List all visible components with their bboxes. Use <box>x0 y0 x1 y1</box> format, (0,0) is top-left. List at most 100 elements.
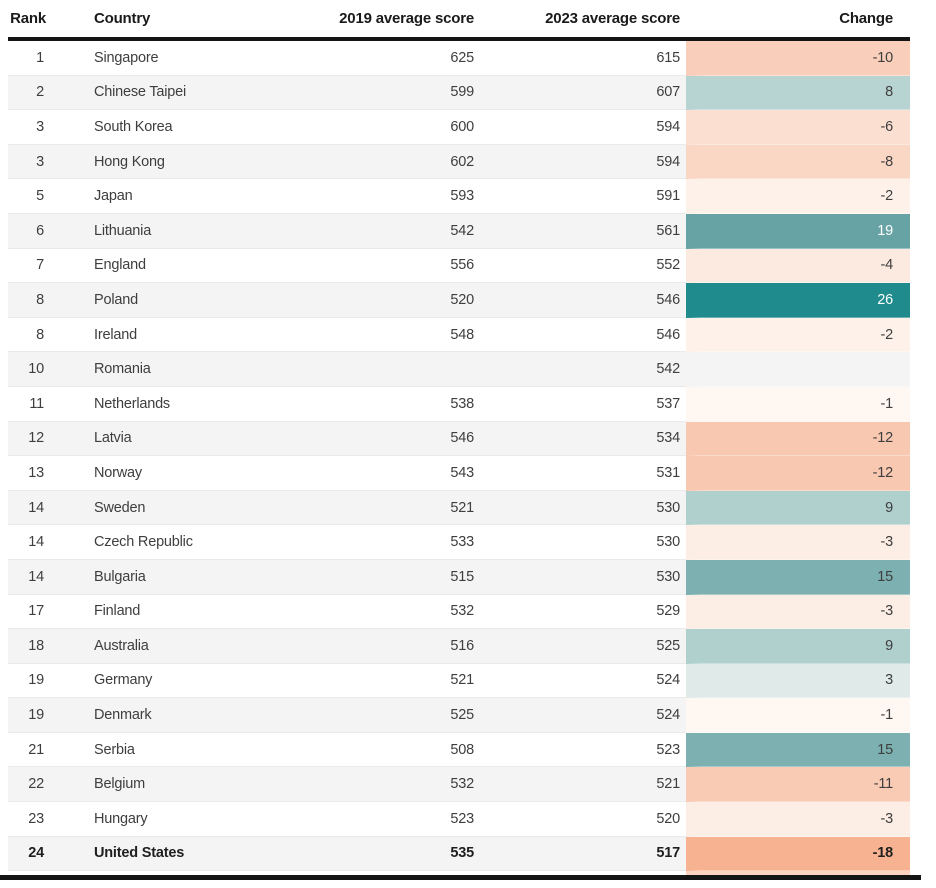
table-row: 11 Netherlands 538 537 -1 <box>8 386 910 422</box>
score-2019-cell: 556 <box>280 249 480 284</box>
table-row: 13 Norway 543 531 -12 <box>8 456 910 491</box>
score-2019-cell: 515 <box>280 560 480 595</box>
score-2023-cell: 594 <box>480 110 686 145</box>
header-change: Change <box>686 0 910 41</box>
country-cell: Bulgaria <box>48 560 280 595</box>
header-rank: Rank <box>8 0 48 41</box>
score-2019-cell: 538 <box>280 387 480 422</box>
rank-cell: 7 <box>8 249 48 284</box>
score-2019-cell: 520 <box>280 283 480 318</box>
score-2023-cell: 537 <box>480 387 686 422</box>
rank-cell: 2 <box>8 76 48 111</box>
score-2023-cell: 521 <box>480 767 686 803</box>
header-country: Country <box>48 0 280 41</box>
table-row: 23 Hungary 523 520 -3 <box>8 802 910 837</box>
rank-cell: 8 <box>8 283 48 318</box>
score-table: Rank Country 2019 average score 2023 ave… <box>8 0 910 876</box>
table-bottom-border <box>0 875 921 881</box>
score-2019-cell: 600 <box>280 110 480 145</box>
table-row: 1 Singapore 625 615 -10 <box>8 41 910 76</box>
change-cell: -1 <box>686 698 910 733</box>
score-2023-cell: 529 <box>480 595 686 630</box>
score-2023-cell: 524 <box>480 698 686 733</box>
score-2019-cell: 532 <box>280 767 480 803</box>
country-cell: Latvia <box>48 422 280 457</box>
change-cell: -3 <box>686 525 910 560</box>
rank-cell: 17 <box>8 595 48 630</box>
rank-cell: 21 <box>8 733 48 768</box>
score-2019-cell: 625 <box>280 41 480 76</box>
score-2023-cell: 530 <box>480 491 686 526</box>
change-cell: -10 <box>686 41 910 76</box>
score-2019-cell: 516 <box>280 629 480 664</box>
score-2023-cell: 615 <box>480 41 686 76</box>
country-cell: Belgium <box>48 767 280 803</box>
rank-cell: 13 <box>8 456 48 491</box>
score-2019-cell: 533 <box>280 525 480 560</box>
change-cell <box>686 871 910 876</box>
country-cell: Czech Republic <box>48 525 280 560</box>
rank-cell: 14 <box>8 525 48 560</box>
score-2023-cell: 531 <box>480 456 686 491</box>
score-2019-cell: 521 <box>280 664 480 699</box>
country-cell: Norway <box>48 456 280 491</box>
change-cell: -4 <box>686 248 910 284</box>
change-cell: 9 <box>686 490 910 526</box>
score-2023-cell: 594 <box>480 145 686 180</box>
partial-cutoff-row <box>8 871 910 876</box>
header-row: Rank Country 2019 average score 2023 ave… <box>8 0 910 41</box>
rank-cell: 18 <box>8 629 48 664</box>
table-row: 19 Denmark 525 524 -1 <box>8 698 910 733</box>
table-row: 8 Ireland 548 546 -2 <box>8 317 910 353</box>
country-cell: Germany <box>48 664 280 699</box>
country-cell: Poland <box>48 283 280 318</box>
country-cell: Chinese Taipei <box>48 76 280 111</box>
change-cell: -12 <box>686 456 910 491</box>
change-cell: -2 <box>686 317 910 353</box>
country-cell: Hong Kong <box>48 145 280 180</box>
score-2023-cell: 561 <box>480 214 686 249</box>
rank-cell: 14 <box>8 491 48 526</box>
country-cell: Serbia <box>48 733 280 768</box>
rank-cell: 3 <box>8 110 48 145</box>
country-cell: Romania <box>48 352 280 387</box>
table-row: 3 Hong Kong 602 594 -8 <box>8 144 910 180</box>
table-row: 6 Lithuania 542 561 19 <box>8 213 910 249</box>
rank-cell: 5 <box>8 179 48 214</box>
rank-cell: 12 <box>8 422 48 457</box>
country-cell: Denmark <box>48 698 280 733</box>
change-cell: 8 <box>686 75 910 111</box>
score-2023-cell: 552 <box>480 249 686 284</box>
country-cell: Hungary <box>48 802 280 837</box>
table-header: Rank Country 2019 average score 2023 ave… <box>8 0 910 41</box>
score-2023-cell: 517 <box>480 837 686 872</box>
table-body: 1 Singapore 625 615 -10 2 Chinese Taipei 599 607… <box>8 41 910 876</box>
score-2019-cell: 599 <box>280 76 480 111</box>
change-cell: -6 <box>686 110 910 145</box>
table-row: 22 Belgium 532 521 -11 <box>8 767 910 803</box>
rank-cell: 23 <box>8 802 48 837</box>
score-2023-cell: 591 <box>480 179 686 214</box>
country-cell: Japan <box>48 179 280 214</box>
country-cell: United States <box>48 837 280 872</box>
table-row: 17 Finland 532 529 -3 <box>8 594 910 630</box>
table-row: 12 Latvia 546 534 -12 <box>8 421 910 457</box>
score-2023-cell: 520 <box>480 802 686 837</box>
score-2019-cell: 525 <box>280 698 480 733</box>
country-cell: Finland <box>48 595 280 630</box>
change-cell: -2 <box>686 179 910 214</box>
change-cell: 15 <box>686 559 910 595</box>
score-2019-cell: 523 <box>280 802 480 837</box>
country-cell: Netherlands <box>48 387 280 422</box>
country-cell: Sweden <box>48 491 280 526</box>
change-cell: 19 <box>686 213 910 249</box>
rank-cell: 14 <box>8 560 48 595</box>
country-cell: Singapore <box>48 41 280 76</box>
rank-cell: 19 <box>8 698 48 733</box>
rank-cell: 22 <box>8 767 48 803</box>
rank-cell: 11 <box>8 387 48 422</box>
score-2023-cell: 607 <box>480 76 686 111</box>
rank-cell: 6 <box>8 214 48 249</box>
table-row: 18 Australia 516 525 9 <box>8 629 910 664</box>
rank-cell: 3 <box>8 145 48 180</box>
